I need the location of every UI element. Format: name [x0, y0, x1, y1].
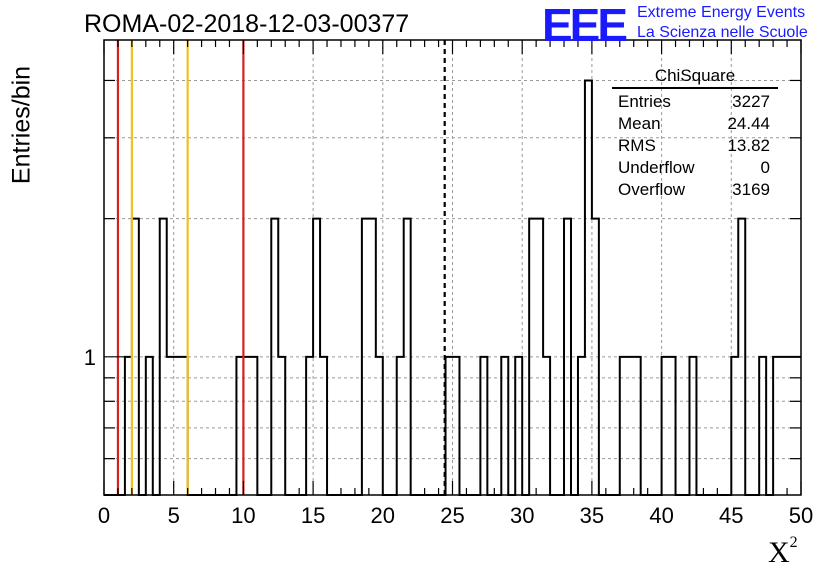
x-tick-label: 25 — [440, 503, 464, 528]
histogram-bin — [585, 80, 592, 495]
stats-label: Underflow — [618, 158, 695, 177]
x-tick-label: 10 — [231, 503, 255, 528]
x-tick-label: 0 — [98, 503, 110, 528]
stats-value: 0 — [760, 158, 770, 177]
stats-row-entries: Entries 3227 — [612, 91, 778, 113]
stats-row-mean: Mean 24.44 — [612, 113, 778, 135]
logo-subtitle-1: Extreme Energy Events — [637, 4, 806, 21]
eee-logo: EEE — [542, 0, 628, 51]
x-tick-label: 50 — [789, 503, 813, 528]
x-tick-label: 30 — [510, 503, 534, 528]
stats-row-rms: RMS 13.82 — [612, 135, 778, 157]
stats-row-underflow: Underflow 0 — [612, 157, 778, 179]
x-tick-label: 45 — [719, 503, 743, 528]
stats-title: ChiSquare — [612, 66, 778, 89]
x-axis-label-superscript: 2 — [789, 534, 798, 551]
stats-label: Entries — [618, 92, 671, 111]
x-tick-label: 35 — [580, 503, 604, 528]
stats-value: 13.82 — [727, 136, 770, 155]
x-axis-label-base: X — [768, 536, 790, 569]
x-tick-label: 20 — [371, 503, 395, 528]
tick-labels: 0 5 10 15 20 25 30 35 40 45 50 1 — [84, 345, 813, 528]
stats-label: Overflow — [618, 180, 686, 199]
x-axis-label: X2 — [768, 534, 798, 570]
logo-subtitle-2: La Scienza nelle Scuole — [637, 24, 808, 41]
x-tick-label: 5 — [168, 503, 180, 528]
plot-frame — [103, 39, 802, 496]
y-axis-label: Entries/bin — [7, 65, 36, 185]
stats-value: 3169 — [732, 180, 770, 199]
x-tick-label: 15 — [301, 503, 325, 528]
stats-row-overflow: Overflow 3169 — [612, 179, 778, 201]
page-title: ROMA-02-2018-12-03-00377 — [84, 10, 410, 38]
axis-ticks — [103, 40, 802, 495]
y-axis-label-box: Entries/bin — [4, 60, 40, 190]
stats-label: Mean — [618, 114, 661, 133]
reference-lines — [116, 40, 446, 495]
stats-label: RMS — [618, 136, 656, 155]
stats-value: 24.44 — [727, 114, 770, 133]
y-tick-label: 1 — [84, 345, 96, 370]
statistics-box: ChiSquare Entries 3227 Mean 24.44 RMS 13… — [612, 66, 778, 201]
x-tick-label: 40 — [649, 503, 673, 528]
stats-value: 3227 — [732, 92, 770, 111]
